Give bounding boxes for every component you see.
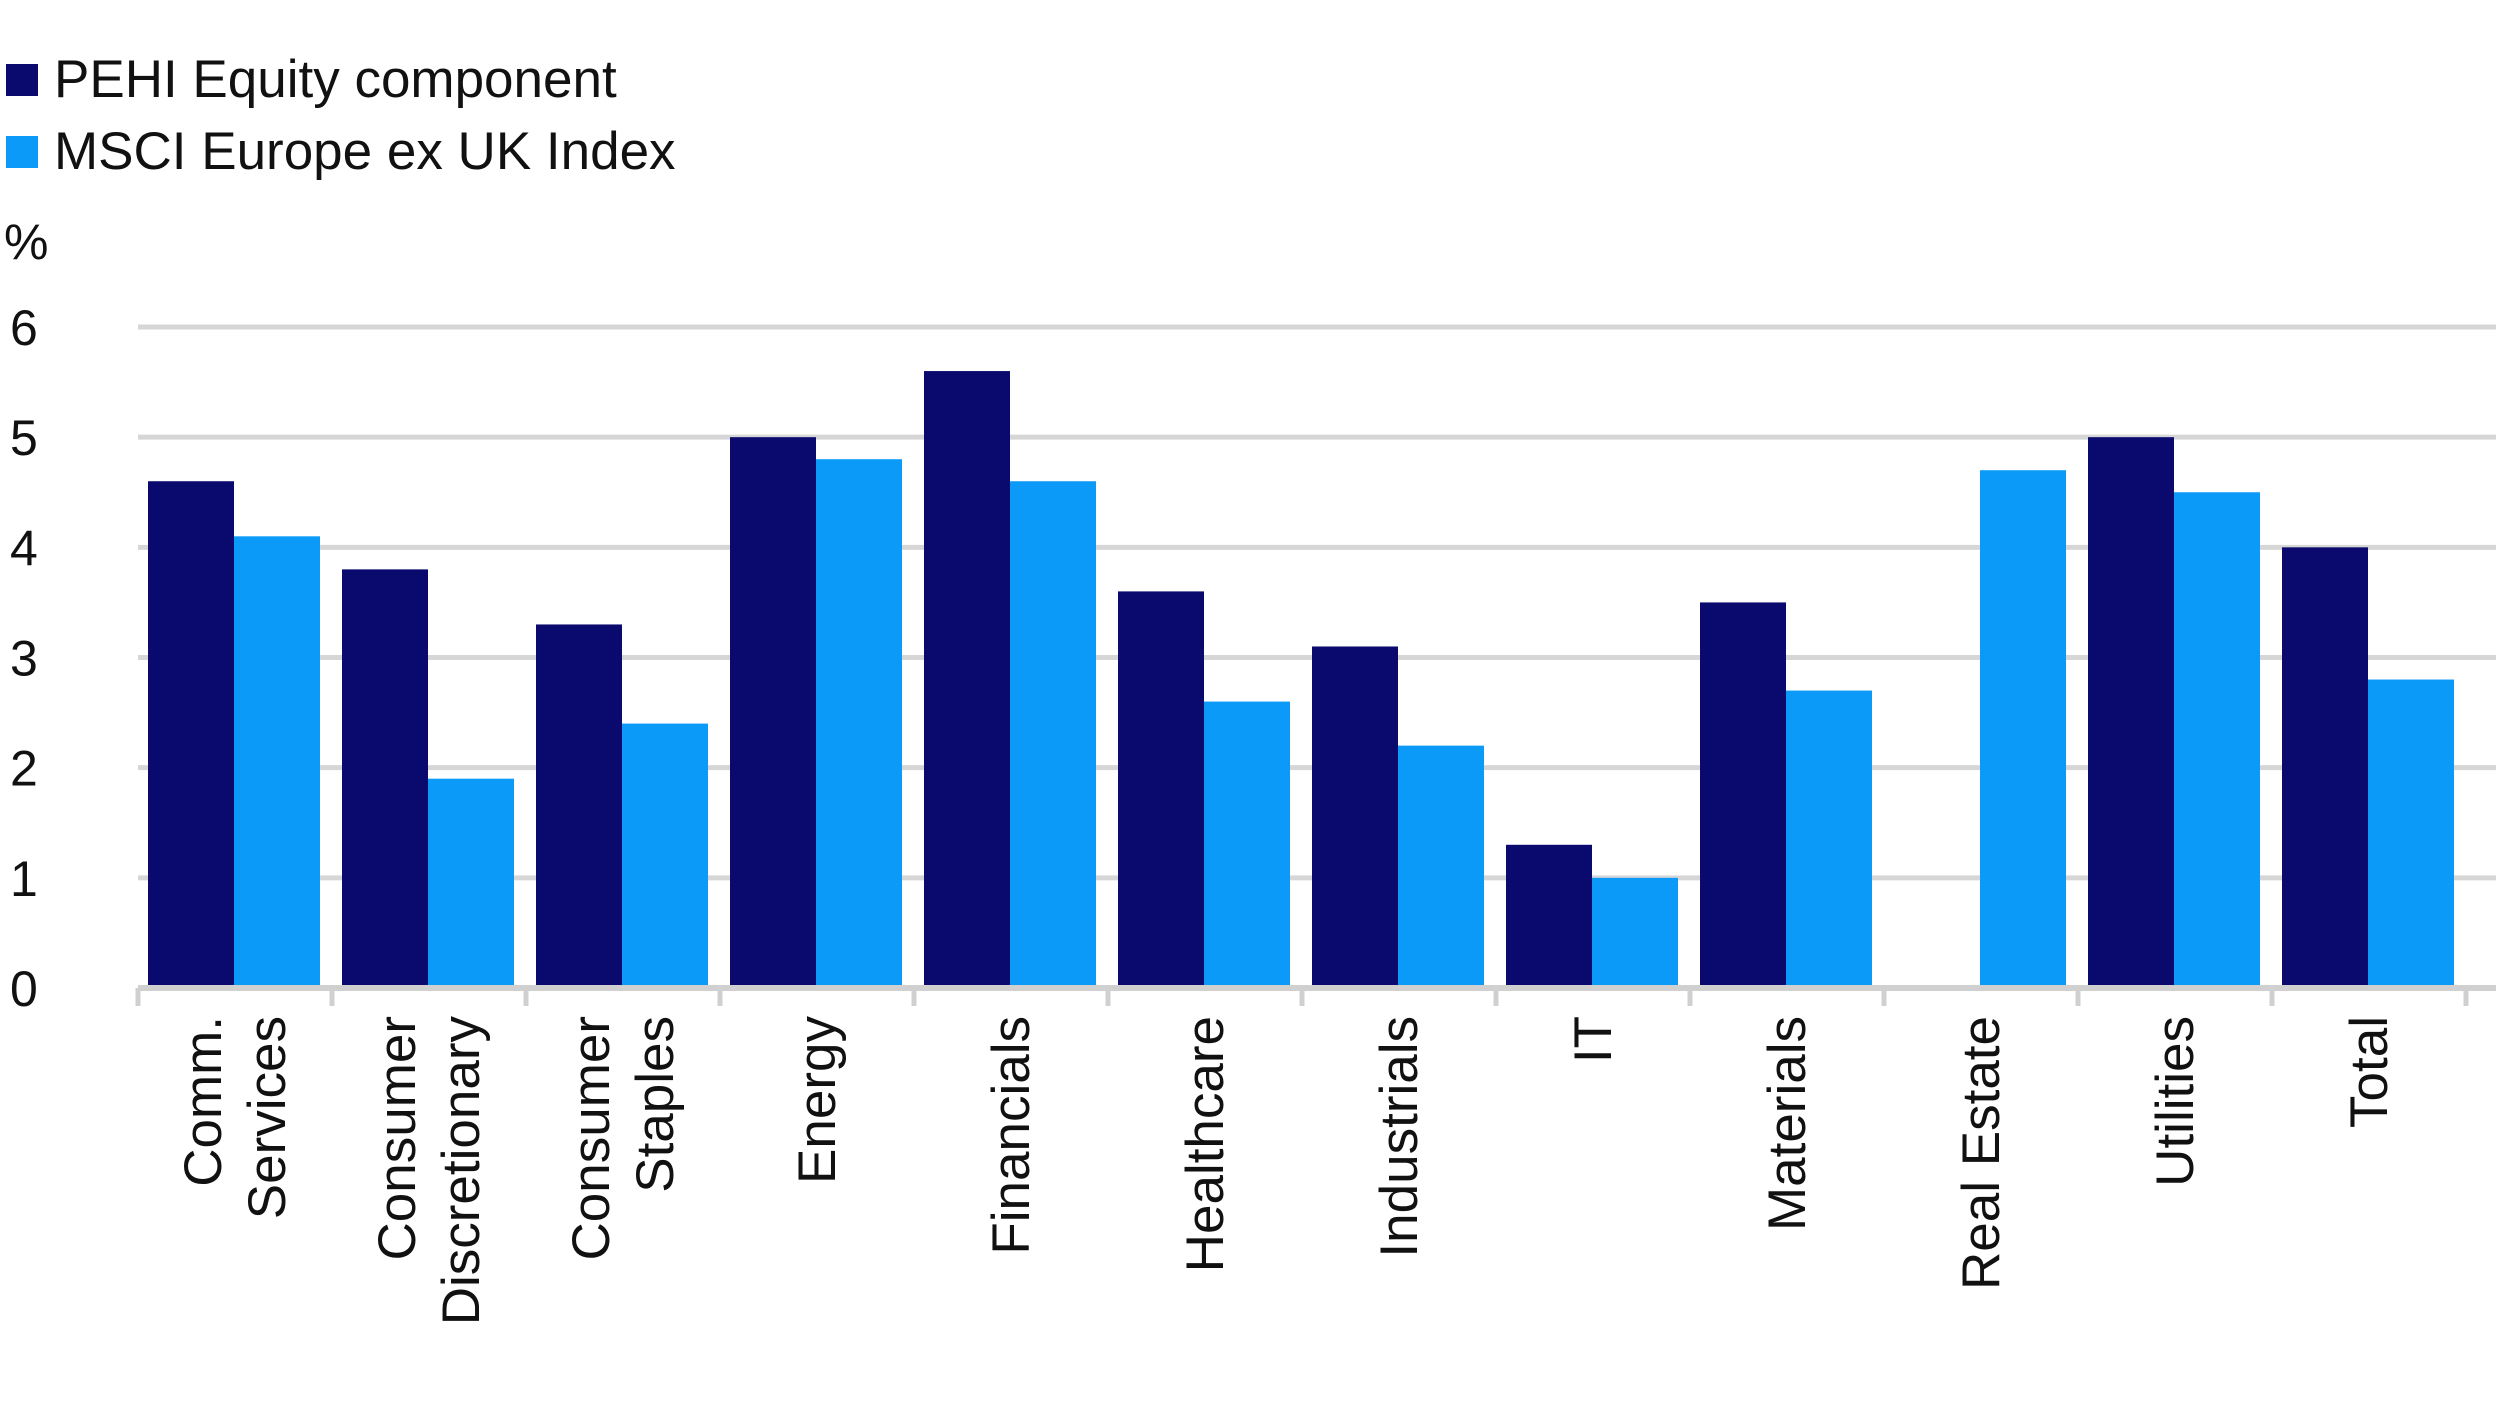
bar-msci [2174, 492, 2260, 988]
x-tick-label-line: Industrials [1370, 1016, 1429, 1258]
x-tick-label-line: Discretionary [432, 1016, 491, 1326]
y-tick-labels: 0 1 2 3 4 5 6 [10, 300, 38, 1017]
x-tick-label-line: Consumer [368, 1016, 427, 1260]
x-tick-label-line: Comm. [174, 1016, 233, 1187]
x-tick-label: IT [1564, 1016, 1623, 1063]
x-tick-label-line: Staples [626, 1016, 685, 1193]
x-tick-label: Financials [982, 1016, 1041, 1255]
y-tick-label: 3 [10, 631, 38, 687]
bar-pehi [148, 481, 234, 988]
bar-msci [1010, 481, 1096, 988]
bar-msci [1980, 470, 2066, 988]
bar-pehi [1118, 591, 1204, 988]
y-tick-label: 0 [10, 961, 38, 1017]
bar-msci [1786, 690, 1872, 988]
legend-label-pehi: PEHI Equity component [54, 50, 617, 109]
x-tick-label-line: Healthcare [1176, 1016, 1235, 1272]
bar-msci [428, 778, 514, 988]
legend-item-msci: MSCI Europe ex UK Index [6, 116, 676, 188]
legend-item-pehi: PEHI Equity component [6, 44, 676, 116]
x-tick-label: Total [2340, 1016, 2399, 1128]
x-tick-label: Comm.Services [174, 1016, 297, 1219]
x-tick-label: Real Estate [1952, 1016, 2011, 1290]
bar-msci [1204, 701, 1290, 988]
bar-pehi [1700, 602, 1786, 988]
legend-swatch-msci [6, 136, 38, 168]
bar-pehi [1506, 844, 1592, 988]
legend-swatch-pehi [6, 64, 38, 96]
bar-msci [1592, 877, 1678, 988]
bar-msci [234, 536, 320, 988]
x-tick-label-line: IT [1564, 1016, 1623, 1063]
x-tick-label: ConsumerDiscretionary [368, 1016, 491, 1326]
bar-pehi [2088, 437, 2174, 989]
bar-msci [622, 723, 708, 988]
x-tick-label-line: Financials [982, 1016, 1041, 1255]
bar-pehi [924, 371, 1010, 989]
bar-pehi [730, 437, 816, 989]
legend-label-msci: MSCI Europe ex UK Index [54, 122, 676, 181]
y-tick-label: 2 [10, 741, 38, 797]
x-tick-labels: Comm.Services ConsumerDiscretionary Consum… [174, 1016, 2399, 1326]
bar-pehi [536, 624, 622, 988]
x-tick-label: Healthcare [1176, 1016, 1235, 1272]
x-tick-label-line: Total [2340, 1016, 2399, 1128]
bar-msci [2368, 679, 2454, 988]
bar-pehi [342, 569, 428, 988]
x-tick-label-line: Consumer [562, 1016, 621, 1260]
bar-msci [816, 459, 902, 988]
x-tick-label: Energy [788, 1016, 847, 1184]
x-tick-label-line: Energy [788, 1016, 847, 1184]
x-tick-label-line: Utilities [2146, 1016, 2205, 1187]
x-tick-label: Industrials [1370, 1016, 1429, 1258]
bar-pehi [2282, 547, 2368, 988]
x-tick-label-line: Materials [1758, 1016, 1817, 1231]
bar-msci [1398, 745, 1484, 988]
legend: PEHI Equity component MSCI Europe ex UK … [6, 44, 676, 188]
x-tick-label: ConsumerStaples [562, 1016, 685, 1260]
bar-pehi [1312, 646, 1398, 988]
y-tick-label: 4 [10, 520, 38, 576]
y-axis-unit-label: % [4, 214, 49, 270]
x-tick-label: Utilities [2146, 1016, 2205, 1187]
x-tick-label-line: Services [238, 1016, 297, 1219]
x-tick-label-line: Real Estate [1952, 1016, 2011, 1290]
y-tick-label: 5 [10, 410, 38, 466]
x-axis [135, 985, 2496, 1006]
y-tick-label: 6 [10, 300, 38, 356]
y-tick-label: 1 [10, 851, 38, 907]
bars [148, 371, 2454, 989]
x-tick-label: Materials [1758, 1016, 1817, 1231]
